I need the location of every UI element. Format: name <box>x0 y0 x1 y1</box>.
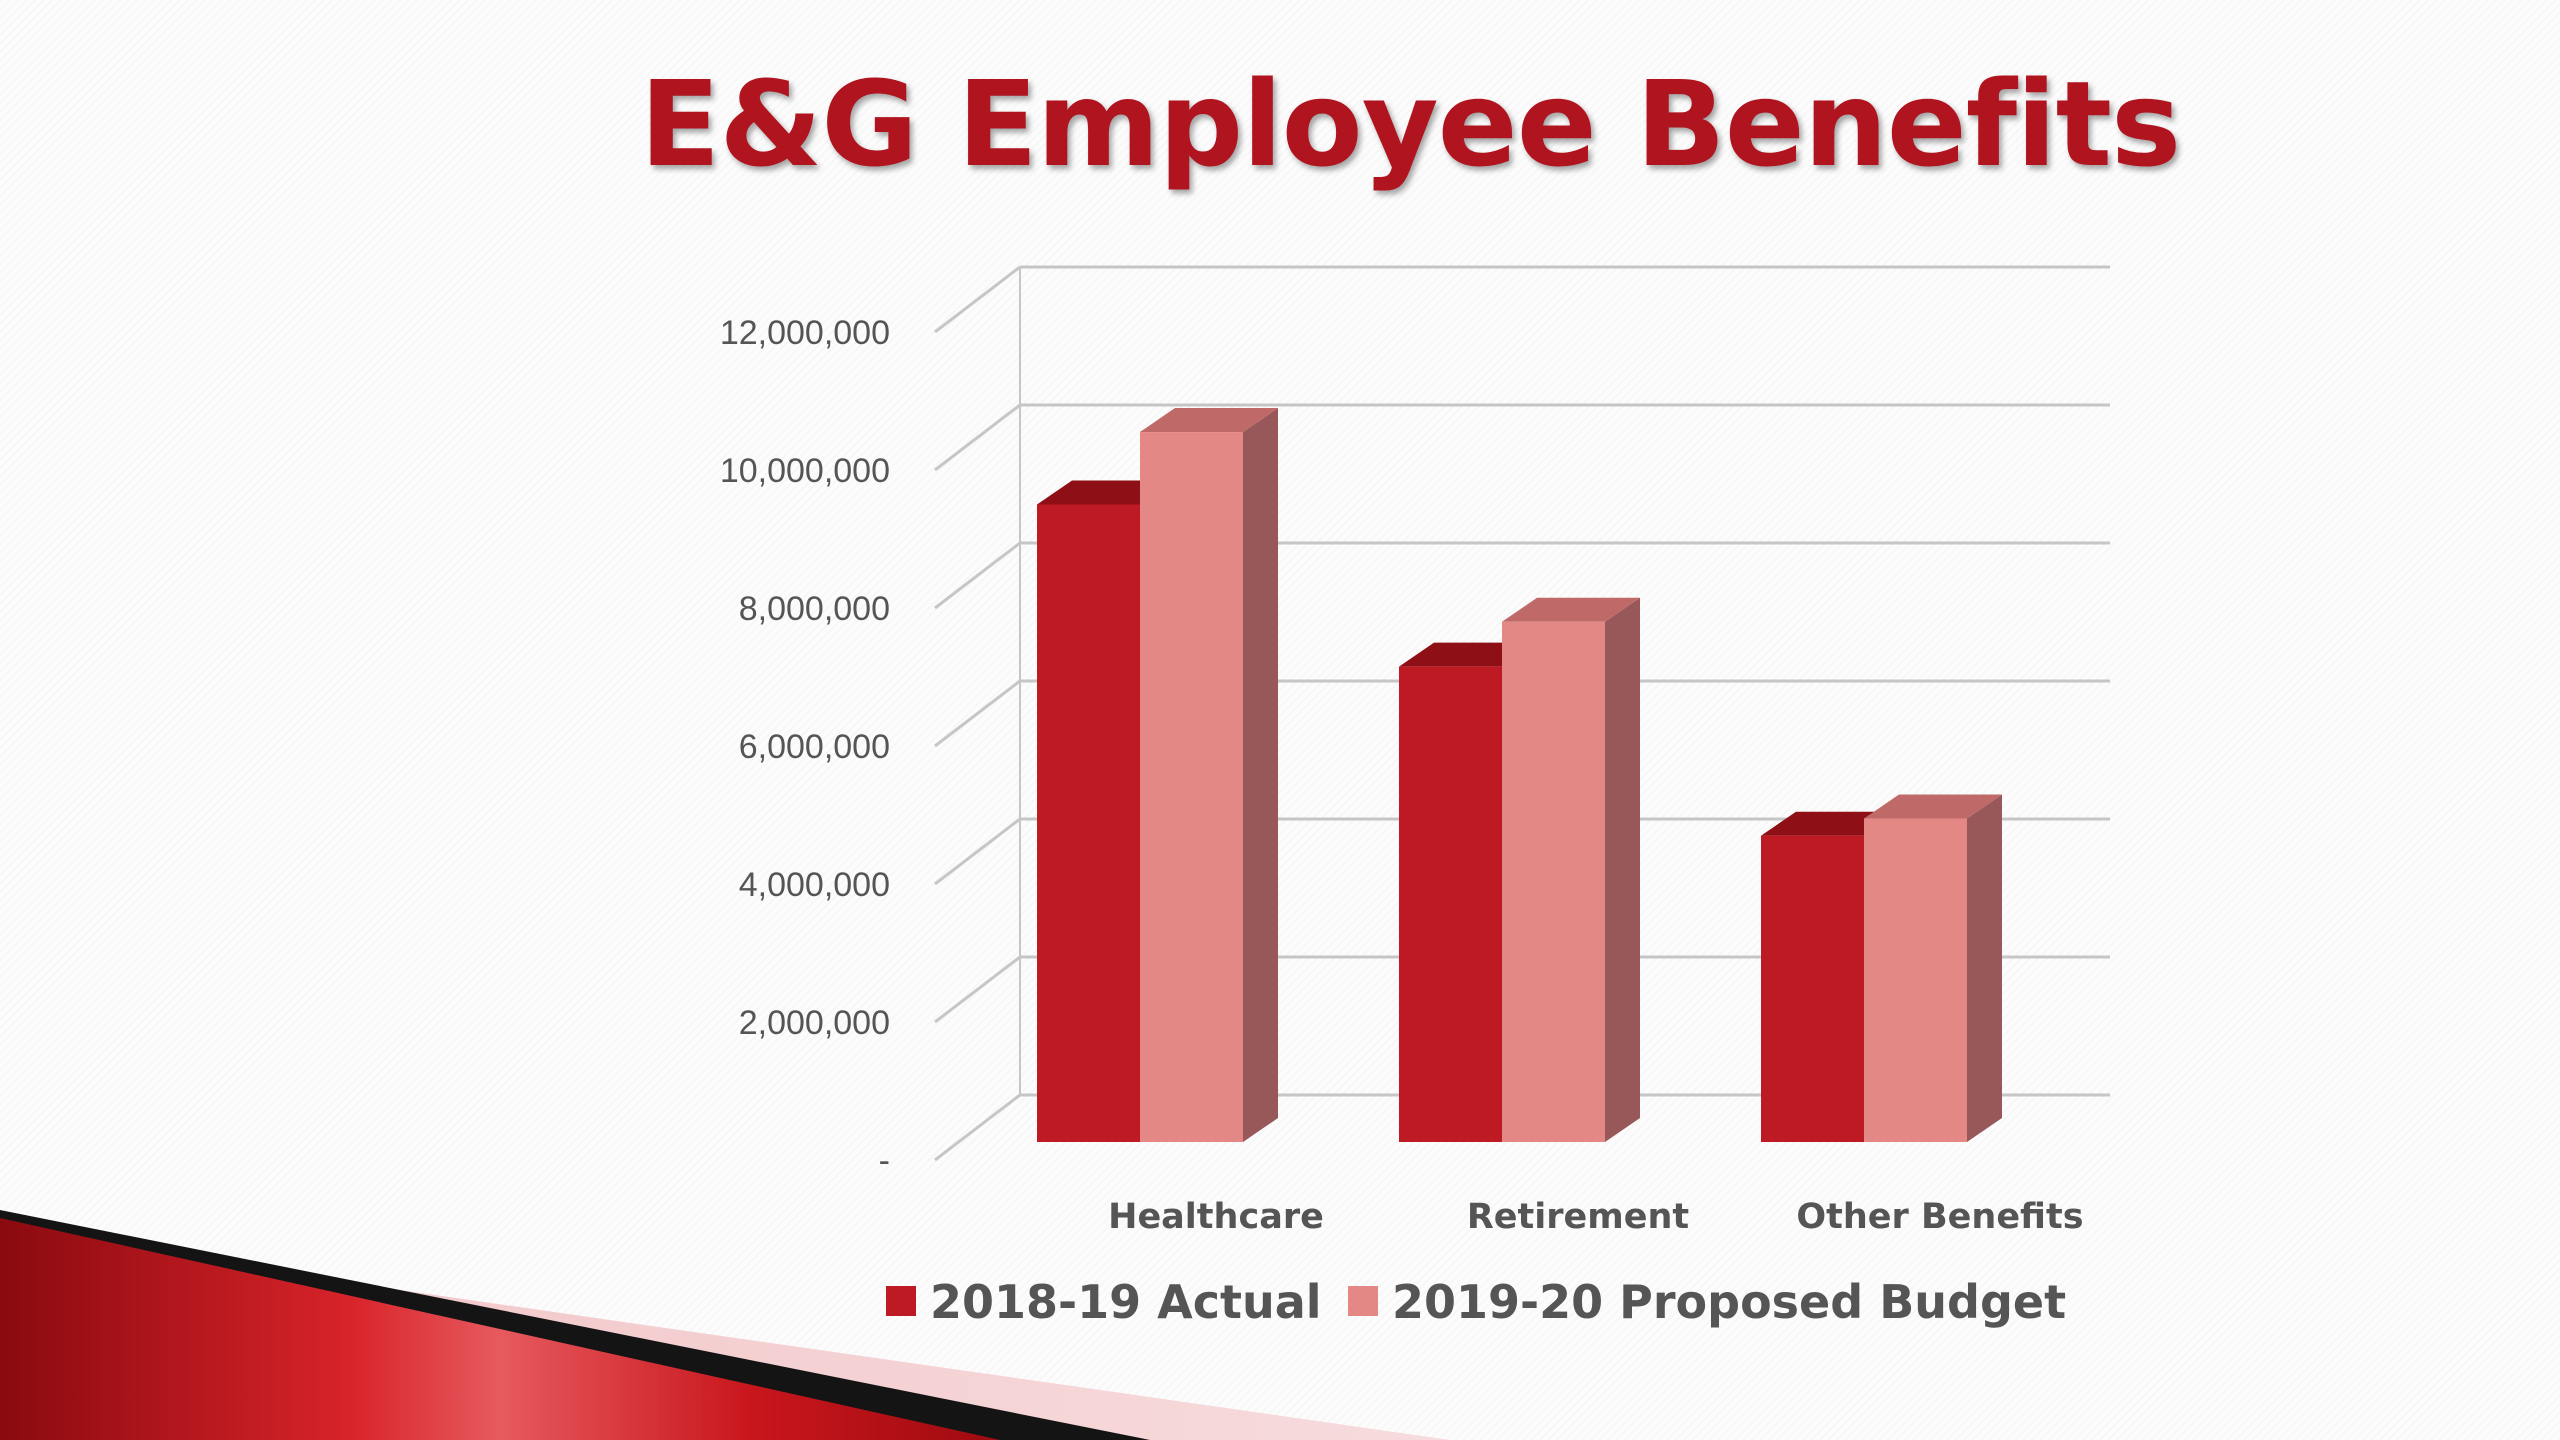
legend-item: 2018-19 Actual <box>886 1275 1322 1329</box>
legend-swatch <box>886 1286 916 1316</box>
slide-title: E&G Employee Benefits <box>639 55 2181 193</box>
gridline-side <box>934 955 1021 1024</box>
swoosh-red-band <box>0 1218 1000 1440</box>
y-tick-label: 12,000,000 <box>720 314 890 352</box>
legend-label: 2018-19 Actual <box>930 1275 1322 1329</box>
legend-item: 2019-20 Proposed Budget <box>1348 1275 2066 1329</box>
bar-side <box>1243 408 1278 1142</box>
y-axis: - 2,000,000 4,000,000 6,000,000 8,000,000 10,… <box>720 314 890 1180</box>
chart-bars <box>1037 408 2002 1142</box>
gridline-side <box>934 1093 1021 1162</box>
y-tick-label: - <box>879 1142 890 1180</box>
gridline-side <box>934 265 1021 334</box>
bar-side <box>1605 597 1640 1142</box>
bar-budget-other-benefits <box>1864 794 2002 1142</box>
bar-top <box>1502 597 1640 622</box>
legend-label: 2019-20 Proposed Budget <box>1392 1275 2066 1329</box>
gridline-side <box>934 541 1021 610</box>
bar-front <box>1140 432 1243 1142</box>
y-tick-label: 6,000,000 <box>739 728 890 766</box>
x-axis: Healthcare Retirement Other Benefits <box>1108 1197 2083 1237</box>
y-tick-label: 4,000,000 <box>739 866 890 904</box>
gridline-side <box>934 679 1021 748</box>
bar-side <box>1967 794 2002 1142</box>
y-tick-label: 2,000,000 <box>739 1004 890 1042</box>
y-tick-label: 8,000,000 <box>739 590 890 628</box>
x-category-label: Other Benefits <box>1796 1197 2083 1237</box>
x-category-label: Retirement <box>1467 1197 1689 1237</box>
legend-swatch <box>1348 1286 1378 1316</box>
bar-budget-retirement <box>1502 597 1640 1142</box>
gridline-side <box>934 817 1021 886</box>
bar-front <box>1502 621 1605 1142</box>
chart-legend: 2018-19 Actual 2019-20 Proposed Budget <box>886 1275 2066 1329</box>
bar-front <box>1864 818 1967 1142</box>
bar-front <box>1399 666 1502 1142</box>
bar-top <box>1864 794 2002 819</box>
x-category-label: Healthcare <box>1108 1197 1324 1237</box>
swoosh-black-band <box>0 1210 1150 1440</box>
bar-front <box>1761 835 1864 1142</box>
bar-front <box>1037 504 1140 1142</box>
bar-top <box>1140 408 1278 433</box>
y-tick-label: 10,000,000 <box>720 452 890 490</box>
bar-budget-healthcare <box>1140 408 1278 1142</box>
gridline-side <box>934 403 1021 472</box>
